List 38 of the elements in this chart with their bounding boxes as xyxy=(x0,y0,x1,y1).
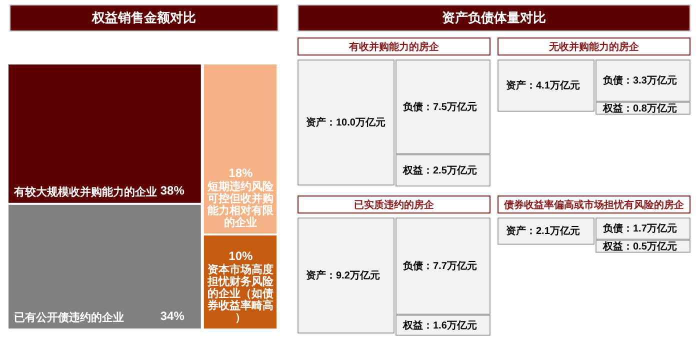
category-label: 权益 xyxy=(402,164,423,176)
category-label: 权益 xyxy=(602,240,623,252)
category-label: 短期违约风险可控但收并购能力相对有限的企业 xyxy=(206,180,275,229)
text: 资产负债体量对比 xyxy=(442,10,546,25)
category-label: 资本市场高度担忧财务风险的企业（如债券收益率畸高） xyxy=(206,263,275,324)
category-label: 已有公开债违约的企业 xyxy=(14,311,124,324)
text: 已实质违约的房企 xyxy=(354,199,435,211)
data-label: 38% xyxy=(160,183,185,198)
text: 债券收益率偏高或市场担忧有风险的房企 xyxy=(503,199,685,211)
data-label: ：7.5万亿元 xyxy=(423,100,477,113)
data-label: ：1.7万亿元 xyxy=(623,222,677,235)
category-label: 资产 xyxy=(306,116,326,128)
category-label: 负债 xyxy=(402,260,423,272)
category-label: 资产 xyxy=(506,80,526,92)
data-label: 34% xyxy=(160,309,185,323)
text: 有收并购能力的房企 xyxy=(348,41,440,53)
data-label: 10% xyxy=(228,249,254,263)
data-label: ：4.1万亿元 xyxy=(526,80,580,92)
category-label: 有较大规模收并购能力的企业 xyxy=(13,185,157,198)
data-label: ：1.6万亿元 xyxy=(423,319,477,332)
category-label: 负债 xyxy=(602,222,623,235)
category-label: 资产 xyxy=(306,270,326,282)
data-label: ：2.5万亿元 xyxy=(423,164,477,176)
category-label: 资产 xyxy=(506,225,526,238)
text: 权益销售金额对比 xyxy=(91,10,196,25)
category-label: 负债 xyxy=(402,100,423,113)
data-label: ：9.2万亿元 xyxy=(326,270,380,282)
category-label: 权益 xyxy=(402,319,423,332)
data-label: ：0.5万亿元 xyxy=(623,240,677,252)
data-label: ：10.0万亿元 xyxy=(326,116,386,128)
category-label: 权益 xyxy=(602,102,623,114)
data-label: ：3.3万亿元 xyxy=(623,74,677,87)
data-label: ：2.1万亿元 xyxy=(526,225,580,238)
text: 无收并购能力的房企 xyxy=(548,41,640,53)
category-label: 负债 xyxy=(602,74,623,87)
data-label: 18% xyxy=(228,166,254,180)
data-label: ：7.7万亿元 xyxy=(423,260,477,272)
data-label: ：0.8万亿元 xyxy=(623,102,677,114)
